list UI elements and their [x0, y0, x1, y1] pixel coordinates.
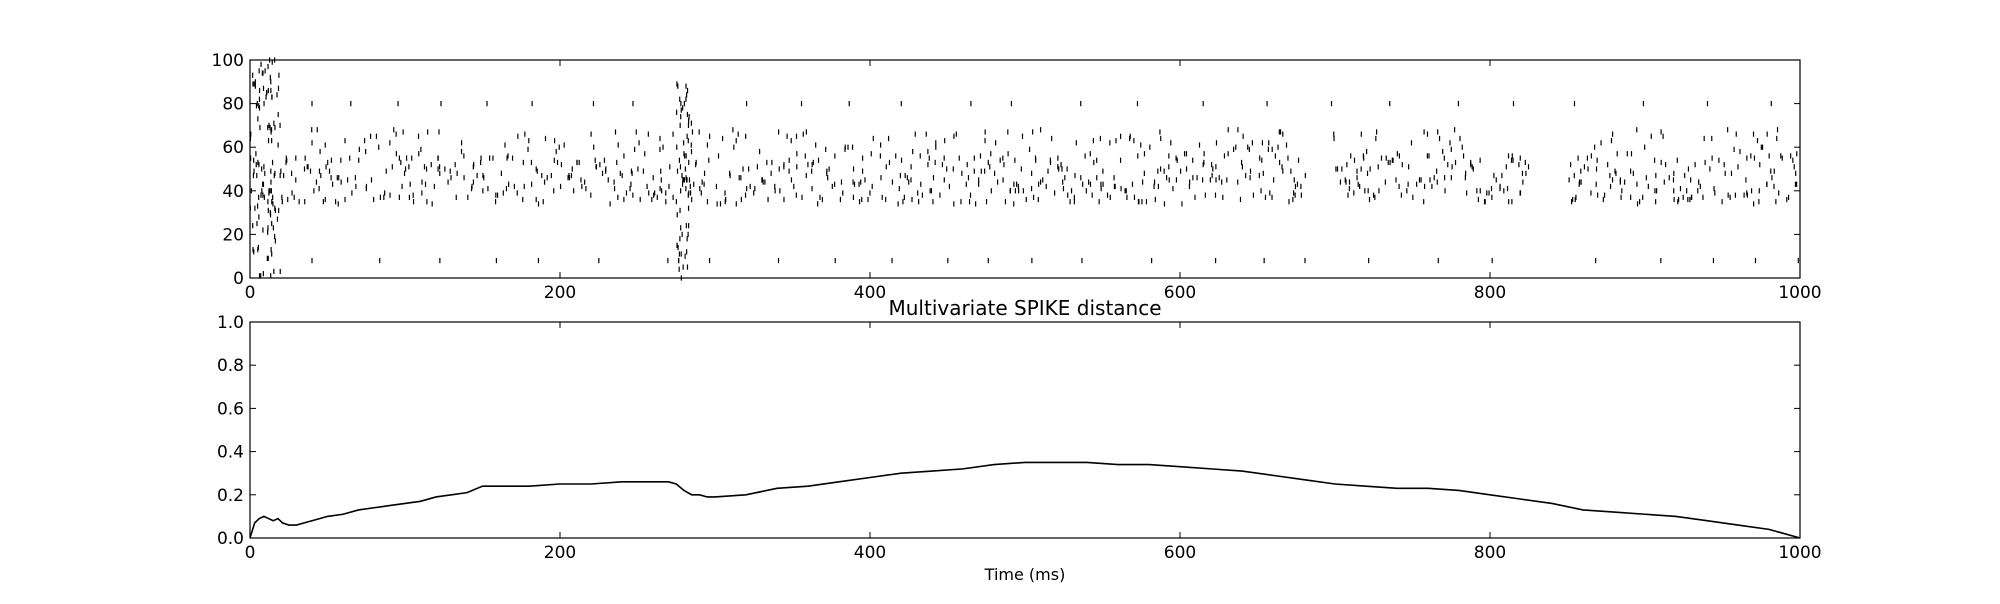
distance-ytick-label: 0.8	[217, 356, 244, 376]
raster-xtick-label: 0	[245, 283, 256, 303]
raster-ytick-label: 80	[222, 95, 244, 115]
raster-xtick-label: 400	[854, 283, 886, 303]
distance-xtick-label: 400	[854, 543, 886, 563]
raster-axes: 0 200 400 600 800 1000 0 20 40 60 80 100	[212, 51, 1822, 303]
distance-ytick-label: 0.0	[217, 529, 244, 549]
raster-ytick-label: 40	[222, 182, 244, 202]
distance-line	[249, 461, 1801, 539]
distance-ytick-label: 0.4	[217, 443, 244, 463]
distance-xlabel: Time (ms)	[984, 565, 1066, 584]
raster-xtick-label: 600	[1164, 283, 1196, 303]
distance-ytick-label: 0.2	[217, 486, 244, 506]
distance-xtick-label: 800	[1474, 543, 1506, 563]
distance-plot: Multivariate SPIKE distance 0 200 400 600 80…	[217, 296, 1822, 584]
raster-ytick-label: 60	[222, 138, 244, 158]
raster-ytick-label: 0	[233, 269, 244, 289]
raster-xtick-label: 200	[544, 283, 576, 303]
distance-xtick-label: 200	[544, 543, 576, 563]
raster-xtick-label: 1000	[1778, 283, 1821, 303]
distance-ytick-label: 0.6	[217, 399, 244, 419]
raster-ytick-label: 20	[222, 225, 244, 245]
distance-frame	[249, 321, 1801, 539]
raster-xtick-label: 800	[1474, 283, 1506, 303]
distance-xtick-label: 1000	[1778, 543, 1821, 563]
distance-xtick-label: 600	[1164, 543, 1196, 563]
distance-axes: 0 200 400 600 800 1000 0.0 0.2 0.4 0.6 0.8 1.0	[217, 313, 1822, 563]
distance-xtick-label: 0	[245, 543, 256, 563]
raster-frame	[249, 59, 1801, 279]
raster-spikes	[249, 57, 1799, 281]
distance-ytick-label: 1.0	[217, 313, 244, 333]
raster-ytick-label: 100	[212, 51, 244, 71]
distance-title: Multivariate SPIKE distance	[888, 296, 1161, 320]
